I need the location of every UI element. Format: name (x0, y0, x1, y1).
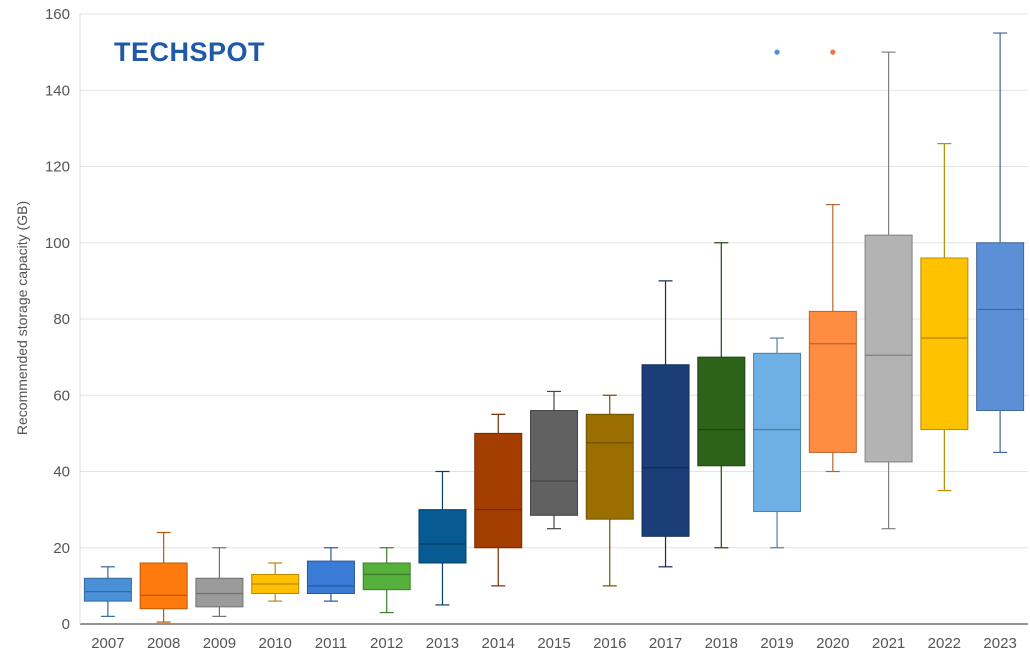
grid-lines (79, 13, 1028, 625)
x-tick-label: 2017 (649, 635, 682, 652)
x-tick-label: 2010 (258, 635, 291, 652)
iqr-box (139, 562, 188, 610)
x-tick-label: 2013 (426, 635, 459, 652)
iqr-box (585, 413, 634, 520)
y-tick-label: 160 (45, 6, 70, 23)
iqr-box (418, 509, 467, 564)
box-2022 (920, 143, 969, 492)
x-tick-labels: 2007 2008 2009 2010 2011 2012 2013 2014 2015 2016… (91, 635, 1017, 652)
y-axis-title: Recommended storage capacity (GB) (14, 201, 30, 435)
box-2007 (83, 566, 132, 617)
y-tick-label: 60 (53, 387, 70, 404)
iqr-box (195, 577, 244, 608)
box-2011 (306, 547, 355, 602)
x-tick-label: 2012 (370, 635, 403, 652)
x-tick-label: 2018 (705, 635, 738, 652)
box-2017 (641, 280, 690, 568)
box-2014 (474, 413, 523, 587)
y-tick-label: 40 (53, 464, 70, 481)
iqr-box (362, 562, 411, 591)
x-tick-label: 2019 (760, 635, 793, 652)
y-tick-label: 20 (53, 540, 70, 557)
box-2010 (251, 562, 300, 602)
x-tick-label: 2007 (91, 635, 124, 652)
box-2020 (808, 204, 857, 473)
logo-text: TECHSPOT (114, 37, 265, 67)
box-2008 (139, 531, 188, 623)
iqr-box (530, 410, 578, 516)
box-2018 (697, 242, 746, 549)
x-tick-label: 2015 (537, 635, 570, 652)
outliers (774, 49, 836, 55)
iqr-box (753, 352, 802, 513)
box-2012 (362, 547, 411, 614)
y-tick-label: 120 (45, 159, 70, 176)
logo: TECHSPOT (114, 37, 265, 67)
x-tick-label: 2016 (593, 635, 626, 652)
y-tick-label: 80 (53, 311, 70, 328)
box-2015 (530, 390, 578, 530)
iqr-box (808, 310, 857, 453)
iqr-box (474, 432, 523, 549)
y-tick-label: 100 (45, 235, 70, 252)
iqr-box (697, 356, 746, 467)
outlier-point-2019 (774, 49, 780, 55)
outlier-point-2020 (830, 49, 836, 55)
y-tick-labels: 0 20 40 60 80 100 120 140 160 (45, 6, 70, 633)
x-tick-label: 2020 (816, 635, 849, 652)
y-tick-label: 140 (45, 82, 70, 99)
box-2023 (976, 32, 1025, 454)
box-2016 (585, 394, 634, 587)
box-2021 (864, 51, 913, 530)
x-tick-label: 2023 (983, 635, 1016, 652)
boxes (83, 32, 1025, 623)
x-tick-label: 2022 (928, 635, 961, 652)
iqr-box (306, 560, 355, 594)
box-2009 (195, 547, 244, 617)
x-tick-label: 2008 (147, 635, 180, 652)
x-tick-label: 2014 (482, 635, 515, 652)
iqr-box (976, 242, 1025, 411)
box-2019 (753, 337, 802, 549)
iqr-box (641, 364, 690, 537)
box-2013 (418, 470, 467, 606)
x-tick-label: 2011 (315, 635, 347, 652)
y-tick-label: 0 (62, 616, 70, 633)
iqr-box (920, 257, 969, 431)
iqr-box (864, 234, 913, 463)
x-tick-label: 2009 (203, 635, 236, 652)
iqr-box (83, 577, 132, 602)
x-tick-label: 2021 (872, 635, 905, 652)
